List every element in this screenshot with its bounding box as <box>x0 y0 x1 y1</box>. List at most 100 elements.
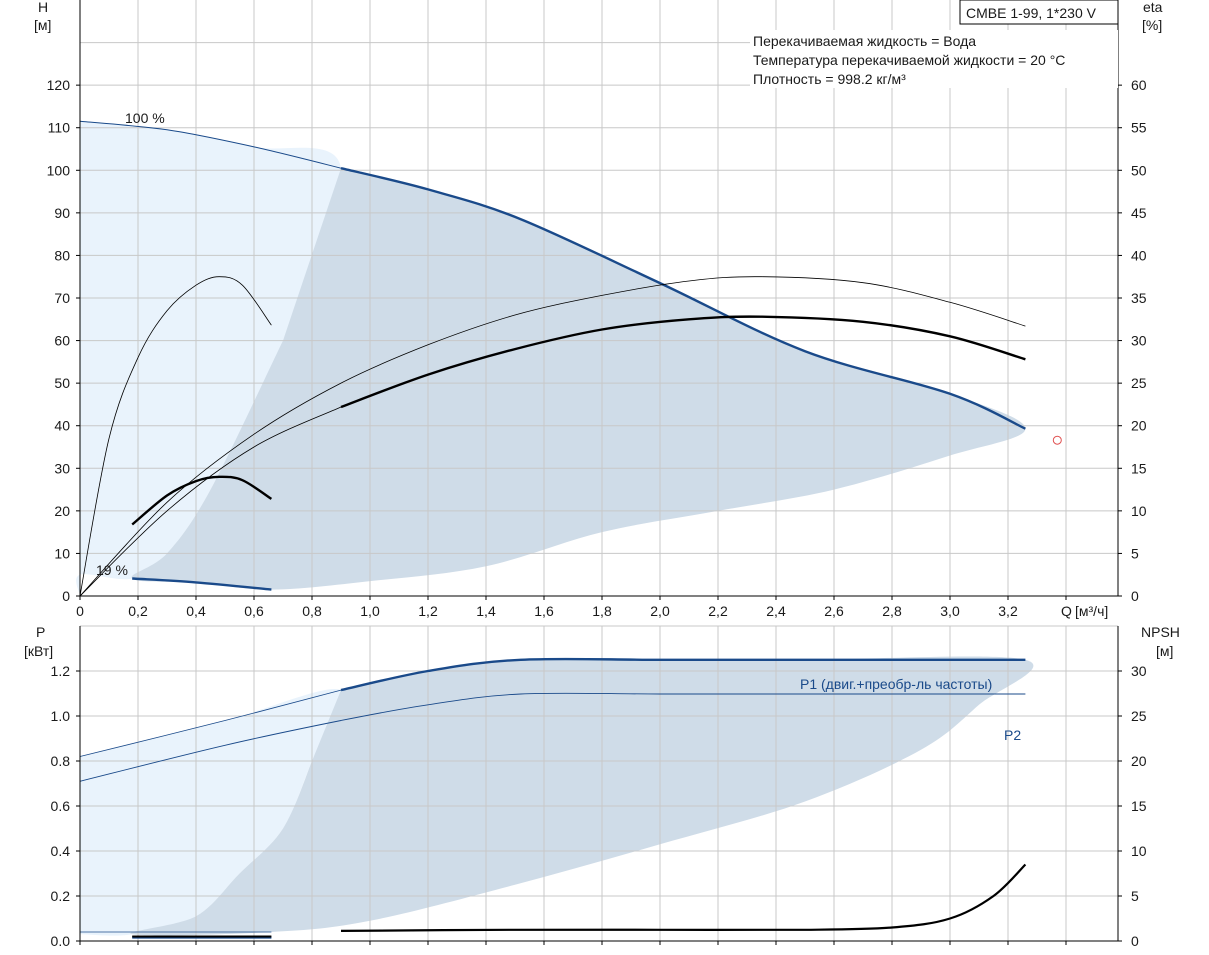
y-left-label-top: H <box>38 0 48 15</box>
x-tick-label: 1,2 <box>418 603 438 619</box>
x-tick-label: 1,4 <box>476 603 496 619</box>
eff-curve-100-thin <box>79 276 1026 597</box>
region-light <box>76 121 342 597</box>
y-tick-right: 20 <box>1131 418 1147 434</box>
y-tick-left: 30 <box>54 460 70 476</box>
x-tick-label: 2,4 <box>766 603 786 619</box>
x-tick-label: 2,6 <box>824 603 844 619</box>
npsh-curve <box>340 863 1027 932</box>
y-tick-right: 40 <box>1131 247 1147 263</box>
x-tick-label: 0 <box>76 603 84 619</box>
y-tick-right: 0 <box>1131 933 1139 949</box>
y-right-label-bottom: NPSH <box>1141 624 1180 640</box>
y-tick-left: 90 <box>54 205 70 221</box>
y-tick-left: 0 <box>62 588 70 604</box>
y-tick-left: 1.2 <box>51 663 71 679</box>
y-tick-left: 1.0 <box>51 708 71 724</box>
x-tick-label: 3,2 <box>998 603 1018 619</box>
y-tick-right: 15 <box>1131 460 1147 476</box>
y-tick-left: 120 <box>47 77 71 93</box>
x-tick-label: 0,4 <box>186 603 206 619</box>
x-tick-label: 2,0 <box>650 603 670 619</box>
y-tick-right: 60 <box>1131 77 1147 93</box>
y-tick-left: 0.4 <box>51 843 71 859</box>
x-tick-label: 3,0 <box>940 603 960 619</box>
eff-curve-19-thin <box>79 276 272 597</box>
y-tick-left: 80 <box>54 247 70 263</box>
x-tick-label: 0,2 <box>128 603 148 619</box>
y-tick-right: 25 <box>1131 375 1147 391</box>
head-efficiency-panel: 0 10 20 30 40 50 60 70 80 90 100 110 120 0 5 10 15 20 25 30… <box>47 0 1147 619</box>
y-left-label-bottom: P <box>36 624 45 640</box>
bottom-operating-regions <box>80 656 1034 936</box>
y-tick-left: 10 <box>54 545 70 561</box>
y-tick-left: 110 <box>48 120 71 136</box>
y-tick-left: 40 <box>54 418 70 434</box>
x-tick-label: 2,8 <box>882 603 902 619</box>
y-tick-right: 0 <box>1131 588 1139 604</box>
y-tick-right: 55 <box>1131 120 1147 136</box>
y-tick-left: 70 <box>54 290 70 306</box>
region-dark <box>131 168 1026 590</box>
y-tick-right: 30 <box>1131 333 1147 349</box>
info-line-3: Плотность = 998.2 кг/м³ <box>753 71 906 87</box>
eff-curve-100 <box>340 315 1026 409</box>
y-tick-right: 10 <box>1131 503 1147 519</box>
duty-point-marker <box>1052 435 1062 445</box>
y-tick-right: 45 <box>1131 205 1147 221</box>
region-dark <box>130 656 1034 936</box>
x-tick-label: 0,6 <box>244 603 264 619</box>
bottom-curves <box>79 657 1027 939</box>
info-line-2: Температура перекачиваемой жидкости = 20… <box>753 52 1065 68</box>
y-tick-right: 5 <box>1131 888 1139 904</box>
label-100-percent: 100 % <box>125 110 165 126</box>
top-curves <box>79 120 1062 597</box>
x-tick-label: 1,8 <box>592 603 612 619</box>
y-tick-right: 50 <box>1131 162 1147 178</box>
bottom-grid <box>80 625 1118 941</box>
y-tick-left: 0.8 <box>51 753 71 769</box>
head-curve-100-thin <box>79 120 342 169</box>
y-tick-right: 30 <box>1131 663 1147 679</box>
y-tick-left: 100 <box>47 162 71 178</box>
x-axis-label: Q <box>1061 603 1072 619</box>
title-box <box>959 0 1119 25</box>
y-right-unit-top: [%] <box>1142 17 1162 33</box>
x-axis-unit: [м³/ч] <box>1075 603 1108 619</box>
y-tick-left: 0.6 <box>51 798 71 814</box>
x-tick-label: 1,6 <box>534 603 554 619</box>
p1-curve <box>340 657 1026 692</box>
y-tick-right: 10 <box>1131 843 1147 859</box>
y-tick-right: 25 <box>1131 708 1147 724</box>
y-tick-right: 15 <box>1131 798 1147 814</box>
x-tick-label: 2,2 <box>708 603 728 619</box>
label-19-percent: 19 % <box>96 562 128 578</box>
info-line-1: Перекачиваемая жидкость = Вода <box>753 33 976 49</box>
y-tick-right: 35 <box>1131 290 1147 306</box>
power-npsh-panel: 0.0 0.2 0.4 0.6 0.8 1.0 1.2 0 5 10 15 20 25 30 <box>51 625 1147 949</box>
x-tick-label: 0,8 <box>302 603 322 619</box>
y-left-unit-bottom: [кВт] <box>24 643 53 659</box>
top-grid <box>80 0 1118 596</box>
y-right-label-top: eta <box>1143 0 1163 15</box>
y-left-unit-top: [м] <box>34 17 51 33</box>
top-axes: 0 10 20 30 40 50 60 70 80 90 100 110 120 0 5 10 15 20 25 30… <box>47 0 1147 619</box>
y-tick-left: 50 <box>54 375 70 391</box>
y-right-unit-bottom: [м] <box>1156 643 1173 659</box>
eff-curve-100-thin-b <box>79 406 342 597</box>
head-curve-100 <box>340 167 1026 430</box>
top-operating-regions <box>76 121 1026 597</box>
info-background <box>750 30 1118 88</box>
p1-curve-thin <box>79 689 342 757</box>
label-p2: P2 <box>1004 727 1021 743</box>
label-p1: P1 (двиг.+преобр-ль частоты) <box>800 676 992 692</box>
x-tick-label: 1,0 <box>360 603 380 619</box>
y-tick-left: 60 <box>54 333 70 349</box>
y-tick-right: 5 <box>1131 545 1139 561</box>
p2-curve <box>79 692 1026 782</box>
y-tick-left: 0.0 <box>51 933 71 949</box>
y-tick-left: 0.2 <box>51 888 71 904</box>
head-curve-19 <box>132 577 272 591</box>
y-tick-left: 20 <box>54 503 70 519</box>
